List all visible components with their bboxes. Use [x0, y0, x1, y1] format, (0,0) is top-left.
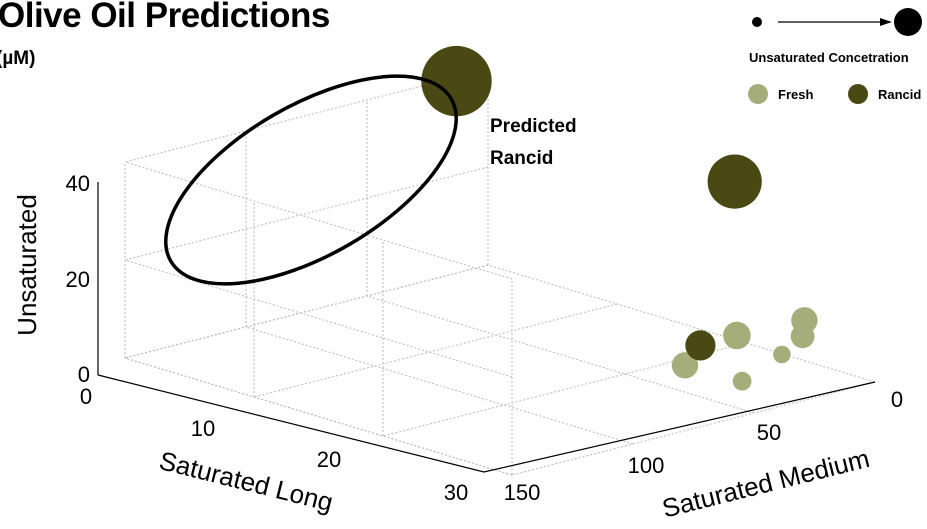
- annotation-line-2: Rancid: [490, 148, 553, 169]
- floor-grid-x: [366, 295, 755, 414]
- data-point-fresh: [732, 371, 752, 391]
- data-point-rancid: [421, 45, 492, 117]
- grid-lines: [124, 68, 876, 476]
- annotation-line-1: Predicted: [490, 116, 577, 137]
- z-tick-0: 0: [78, 362, 90, 387]
- floor-grid-x: [487, 264, 876, 383]
- wall-grid-horizontal: [124, 357, 513, 476]
- wall-grid-horizontal: [124, 259, 513, 378]
- x-tick-10: 10: [191, 416, 215, 441]
- axes: [97, 182, 876, 473]
- x-tick-20: 20: [317, 447, 341, 472]
- y-axis-label: Saturated Medium: [659, 443, 872, 524]
- data-point-fresh: [723, 321, 751, 350]
- floor-grid-y: [382, 342, 747, 437]
- y-tick-0: 0: [891, 387, 903, 412]
- legend-fresh-swatch: [748, 84, 768, 104]
- data-point-rancid: [707, 154, 762, 209]
- legend-rancid-label: Rancid: [878, 87, 921, 102]
- data-point-fresh: [671, 352, 699, 379]
- z-tick-40: 40: [66, 171, 90, 196]
- data-points: [421, 45, 818, 391]
- chart-title: Olive Oil Predictions: [0, 0, 330, 35]
- wall-grid-horizontal: [124, 68, 489, 163]
- x-axis-label: Saturated Long: [156, 445, 336, 517]
- wall-grid-horizontal: [124, 166, 489, 261]
- base-axis-lines: [97, 374, 876, 473]
- z-axis-label: Unsaturated: [12, 194, 42, 336]
- wall-grid-horizontal: [124, 161, 513, 280]
- floor-grid-y: [253, 303, 618, 398]
- data-point-fresh: [790, 324, 815, 349]
- highlight-ellipse: [164, 74, 458, 286]
- y-tick-100: 100: [628, 453, 665, 478]
- arrowhead-icon: [880, 18, 892, 26]
- legend-size-large-icon: [894, 8, 922, 36]
- data-point-rancid: [685, 330, 716, 361]
- legend-size-label: Unsaturated Concetration: [749, 50, 909, 65]
- legend-fresh-label: Fresh: [778, 87, 813, 102]
- legend-size-small-icon: [752, 17, 762, 27]
- z-tick-20: 20: [66, 267, 90, 292]
- x-tick-0: 0: [80, 384, 92, 409]
- floor-grid-y: [511, 381, 876, 476]
- legend-rancid-swatch: [848, 84, 868, 104]
- y-tick-150: 150: [504, 480, 541, 505]
- legend: Unsaturated Concetration Fresh Rancid: [748, 8, 922, 104]
- data-point-fresh: [773, 345, 791, 364]
- x-tick-30: 30: [444, 480, 468, 505]
- floor-grid-x: [245, 326, 634, 445]
- y-tick-50: 50: [757, 420, 781, 445]
- wall-grid-horizontal: [124, 264, 489, 359]
- unit-label: (µM): [0, 48, 36, 69]
